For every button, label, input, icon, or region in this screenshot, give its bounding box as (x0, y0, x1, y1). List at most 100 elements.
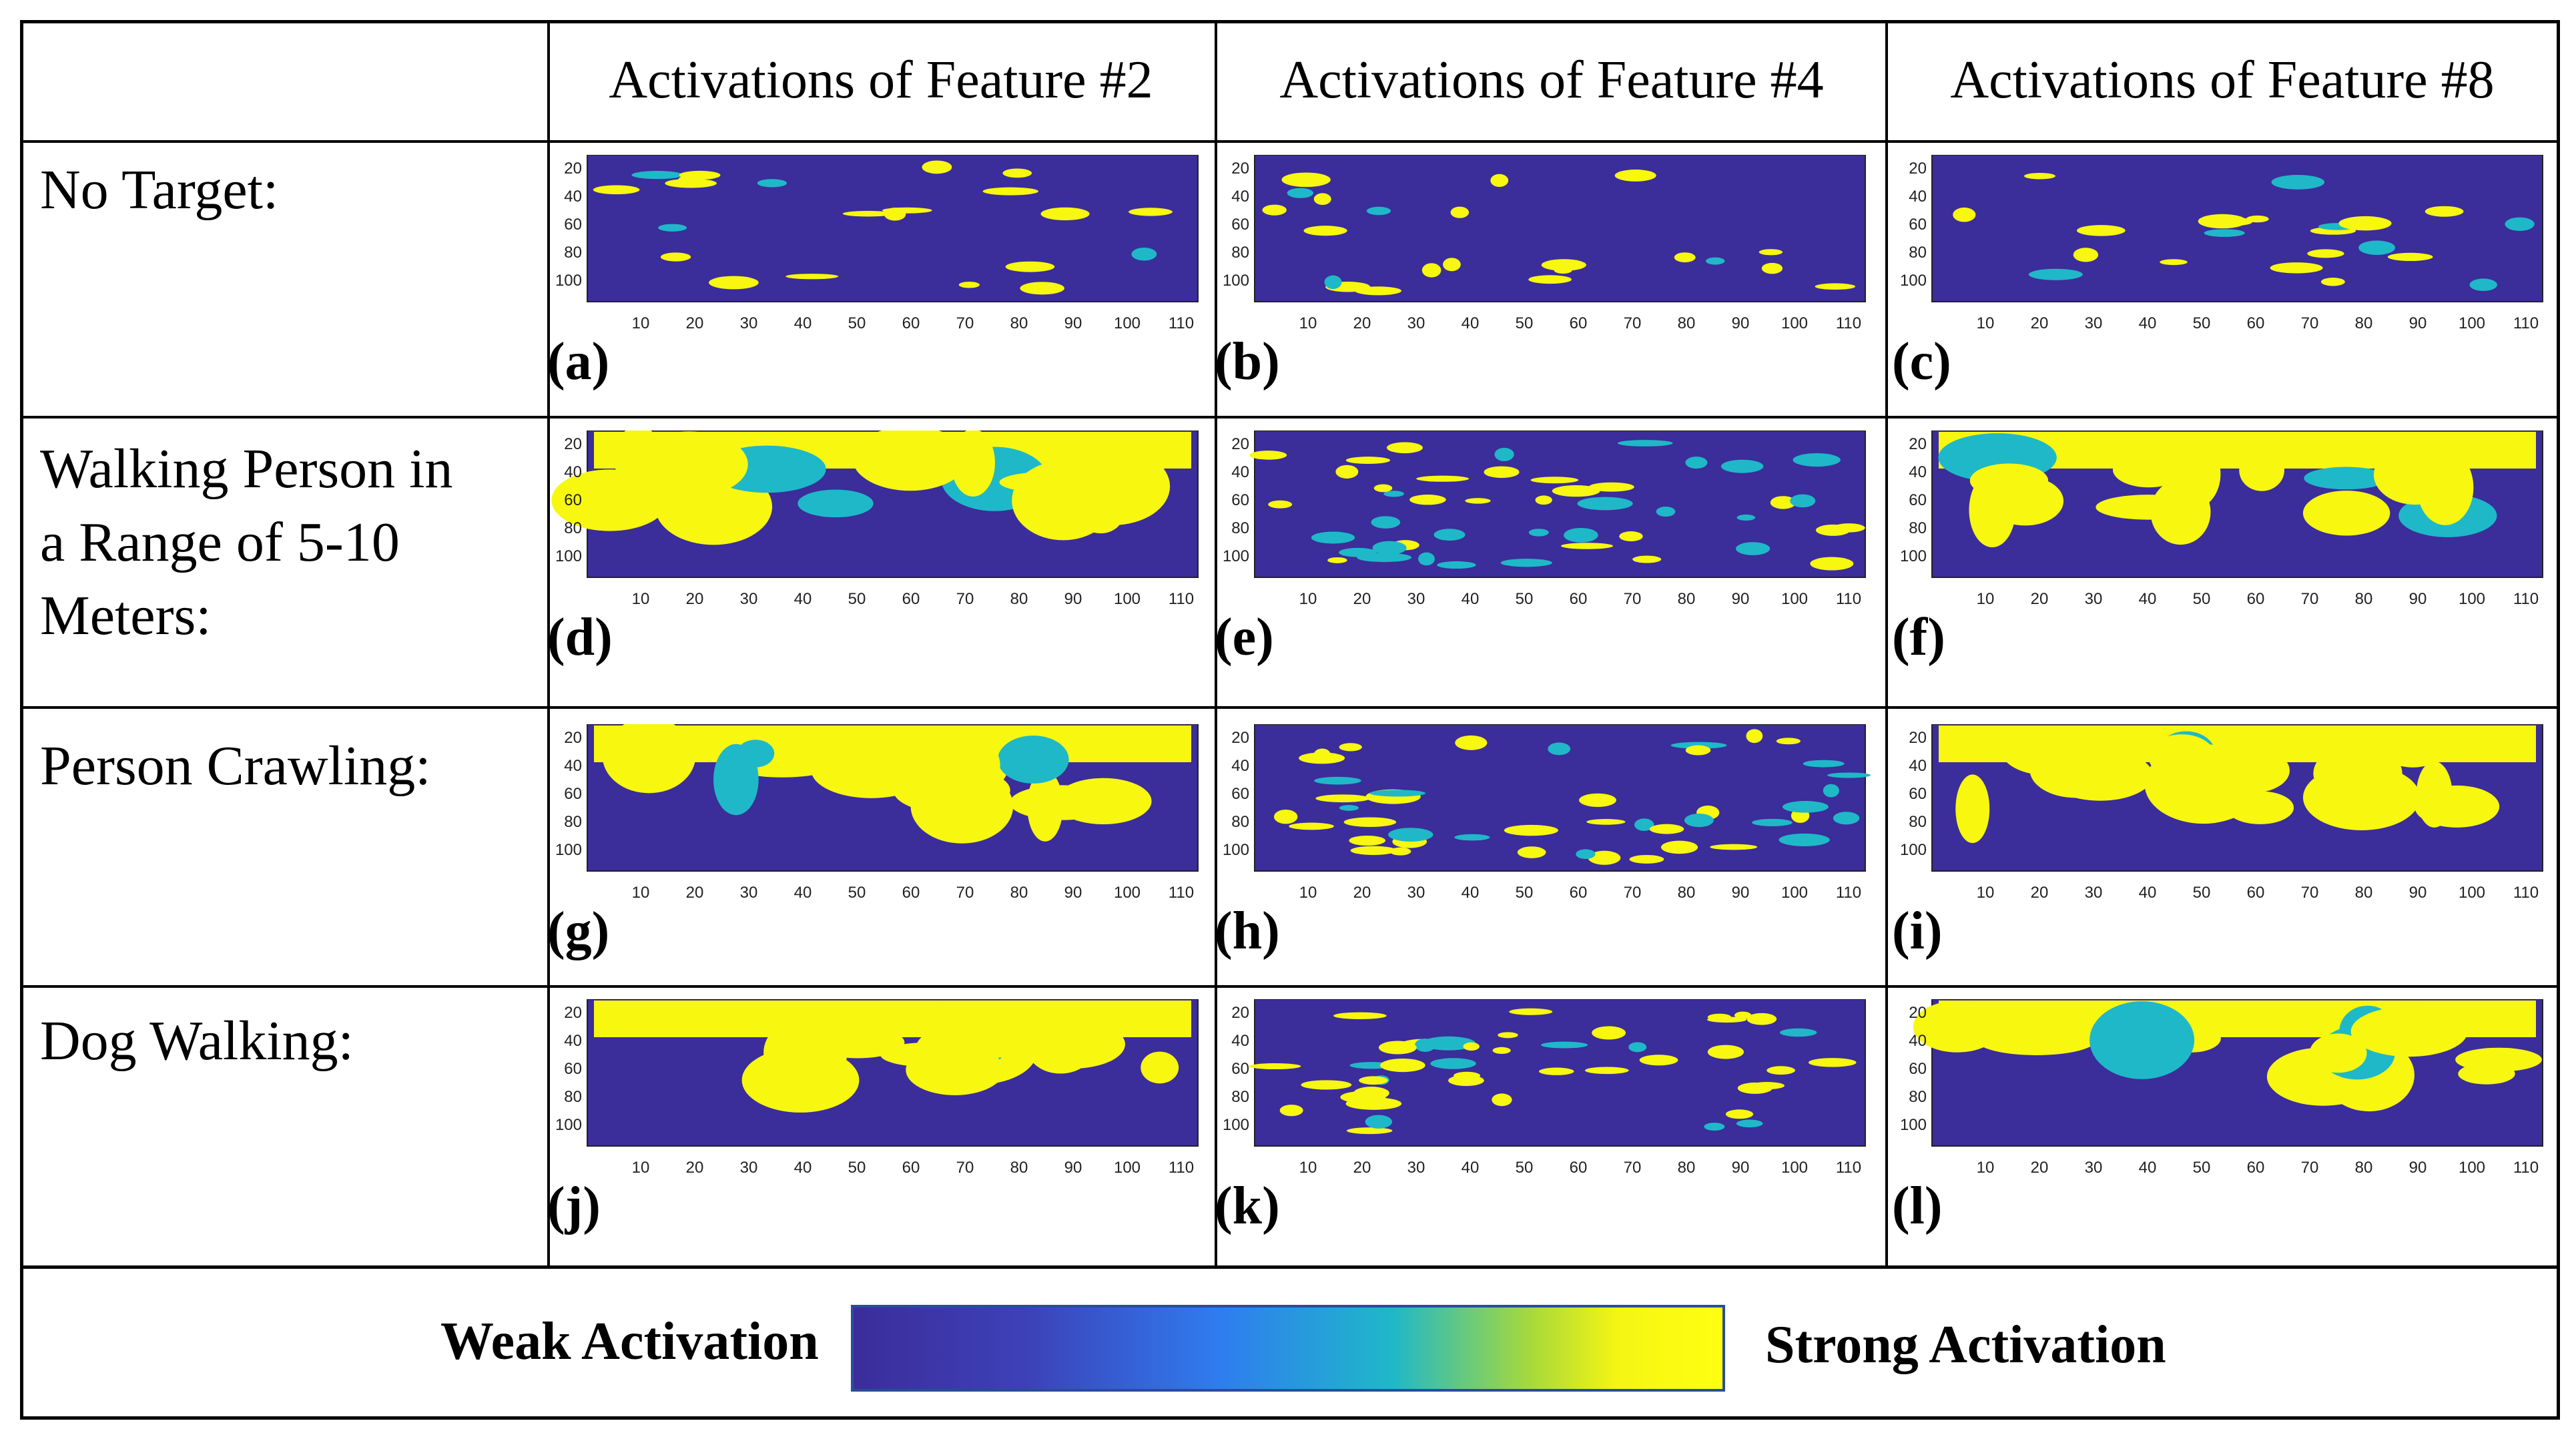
activation-blob (1005, 261, 1055, 272)
x-tick-label: 90 (1732, 884, 1750, 902)
activation-blob (785, 274, 839, 280)
x-tick-label: 60 (1570, 590, 1588, 608)
activation-blob (709, 276, 759, 290)
activation-blob (1303, 226, 1347, 236)
x-tick-label: 100 (2459, 314, 2485, 332)
activation-blob (1761, 262, 1783, 274)
y-tick-label: 100 (1900, 841, 1927, 859)
activation-blob (1634, 818, 1654, 831)
x-tick-label: 80 (2355, 314, 2373, 332)
activation-blob (2150, 479, 2211, 545)
x-tick-label: 30 (1407, 314, 1425, 332)
activation-blob (1448, 1075, 1484, 1087)
activation-blob (1346, 1127, 1393, 1135)
activation-blob (1315, 794, 1370, 803)
activation-blob (2076, 225, 2126, 236)
activation-blob (2313, 744, 2402, 803)
x-tick-label: 20 (2031, 884, 2049, 902)
activation-blob (1617, 440, 1673, 447)
activation-blob (1660, 840, 1698, 854)
activation-blob (1779, 833, 1830, 846)
y-tick-label: 20 (1909, 435, 1927, 453)
activation-blob (1656, 506, 1676, 517)
x-tick-label: 50 (2193, 1159, 2211, 1177)
y-tick-label: 40 (1909, 1032, 1927, 1050)
y-tick-label: 80 (1909, 519, 1927, 537)
activation-blob (658, 224, 687, 232)
activation-blob (1564, 527, 1598, 543)
x-tick-label: 60 (1570, 884, 1588, 902)
activation-blob (2073, 248, 2099, 262)
activation-blob (2204, 229, 2245, 237)
heatmap-panel: 20 40 60 80 100 10 20 30 40 50 60 70 80 90 100 110 (1223, 155, 1866, 332)
activation-blob (1012, 461, 1115, 541)
y-tick-label: 100 (1223, 1116, 1249, 1134)
x-tick-label: 80 (1010, 1159, 1028, 1177)
x-tick-label: 100 (1781, 1159, 1808, 1177)
activation-blob (2338, 216, 2392, 231)
activation-blob (1541, 1041, 1588, 1049)
x-tick-label: 80 (2355, 590, 2373, 608)
y-tick-label: 60 (1909, 1060, 1927, 1078)
activation-blob (2505, 217, 2535, 231)
panel-label: (l) (1892, 1177, 1943, 1235)
activation-blob (2425, 206, 2464, 217)
x-tick-label: 100 (1114, 590, 1141, 608)
activation-blob (1311, 531, 1355, 544)
activation-blob (893, 767, 1010, 814)
x-tick-label: 50 (1516, 1159, 1534, 1177)
activation-blob (1649, 824, 1684, 834)
y-tick-label: 40 (1231, 1032, 1249, 1050)
x-tick-label: 60 (2247, 884, 2265, 902)
activation-blob (1823, 784, 1839, 798)
y-tick-label: 20 (564, 435, 582, 453)
x-tick-label: 10 (1299, 314, 1317, 332)
y-tick-label: 80 (564, 813, 582, 831)
activation-blob (1541, 259, 1586, 271)
activation-blob (1020, 282, 1064, 295)
x-tick-label: 110 (2513, 1159, 2539, 1177)
activation-blob (1736, 1119, 1763, 1128)
activation-blob (1273, 809, 1298, 824)
activation-blob (1455, 735, 1488, 750)
activation-blob (1629, 854, 1664, 864)
activation-blob (1736, 542, 1770, 555)
y-tick-label: 20 (1909, 1004, 1927, 1022)
activation-blob (1685, 457, 1708, 469)
y-tick-label: 40 (1231, 757, 1249, 775)
activation-blob (1349, 835, 1386, 846)
x-tick-label: 30 (2085, 1159, 2103, 1177)
x-tick-label: 60 (2247, 590, 2265, 608)
y-tick-label: 100 (1900, 547, 1927, 565)
y-tick-label: 100 (555, 272, 582, 290)
activation-blob (1725, 1109, 1754, 1119)
activation-blob (1706, 1017, 1747, 1023)
activation-blob (2160, 259, 2188, 266)
y-tick-label: 20 (564, 729, 582, 747)
activation-blob (2309, 1033, 2367, 1073)
activation-blob (1249, 1063, 1301, 1070)
activation-blob (1803, 760, 1845, 768)
activation-blob (1776, 738, 1801, 745)
activation-blob (1443, 258, 1461, 272)
x-tick-label: 80 (1678, 1159, 1696, 1177)
activation-blob (2270, 262, 2323, 274)
activation-blob (1301, 1080, 1352, 1090)
row-divider-3 (20, 985, 2560, 988)
heatmap-panel: 20 40 60 80 100 10 20 30 40 50 60 70 80 90 100 110 (1900, 724, 2543, 902)
row-label-person-crawling: Person Crawling: (40, 735, 431, 797)
column-divider-1 (547, 20, 550, 1267)
activation-blob (1437, 561, 1476, 569)
x-tick-label: 70 (2301, 590, 2319, 608)
y-tick-label: 60 (564, 491, 582, 509)
activation-blob (1586, 818, 1626, 825)
x-tick-label: 60 (1570, 314, 1588, 332)
table-border-bottom (20, 1416, 2560, 1420)
activation-blob (2023, 173, 2056, 180)
y-tick-label: 20 (1909, 160, 1927, 178)
activation-blob (2455, 1047, 2542, 1072)
activation-blob (2029, 742, 2122, 798)
activation-blob (1249, 451, 1287, 460)
activation-blob (1141, 1051, 1179, 1084)
activation-blob (1955, 774, 1990, 844)
